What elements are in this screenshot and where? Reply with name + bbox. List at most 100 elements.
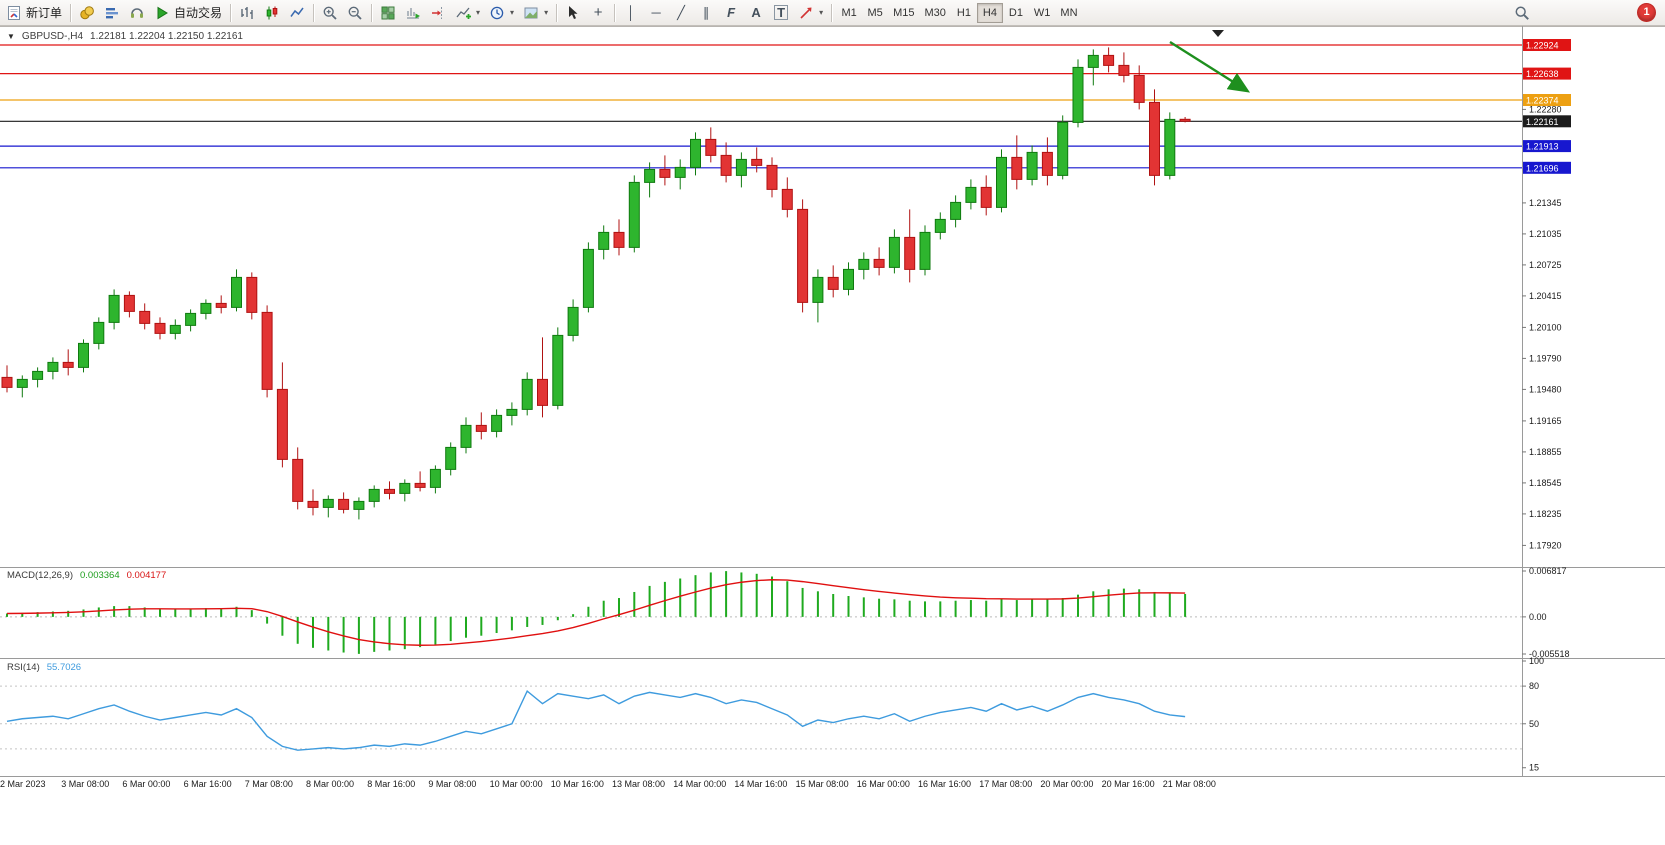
price-badge[interactable] <box>1523 39 1571 51</box>
timeframe-w1-button[interactable]: W1 <box>1029 3 1056 23</box>
one-click-trading-toggle-icon[interactable]: ▼ <box>7 31 15 41</box>
auto-trading-button[interactable]: 自动交易 <box>150 2 226 24</box>
candle <box>674 166 686 178</box>
search-button[interactable] <box>1510 2 1534 24</box>
arrow-tool-icon <box>800 7 812 19</box>
clock-icon <box>490 6 504 19</box>
candle <box>781 188 793 210</box>
trendline-button[interactable]: ╱ <box>669 2 693 24</box>
toolbar-separator <box>614 3 616 22</box>
arrows-button[interactable]: ▾ <box>794 2 827 24</box>
mql5-community-button[interactable] <box>75 2 99 24</box>
horizontal-line-objects[interactable] <box>0 44 1522 169</box>
zoom-in-button[interactable] <box>318 2 342 24</box>
svg-text:1.19480: 1.19480 <box>1529 384 1562 394</box>
new-order-button[interactable]: 新订单 <box>2 2 66 24</box>
candle <box>338 498 350 510</box>
timeframe-m1-button[interactable]: M1 <box>836 3 862 23</box>
chart-shift-marker[interactable] <box>1212 30 1224 37</box>
svg-text:1.21345: 1.21345 <box>1529 198 1562 208</box>
vertical-line-button[interactable]: │ <box>619 2 643 24</box>
candle <box>1149 101 1160 176</box>
svg-text:16 Mar 16:00: 16 Mar 16:00 <box>918 779 971 789</box>
horizontal-line-button[interactable]: ─ <box>644 2 668 24</box>
svg-text:20 Mar 00:00: 20 Mar 00:00 <box>1040 779 1093 789</box>
candle <box>414 482 426 488</box>
tile-windows-button[interactable] <box>376 2 400 24</box>
svg-text:80: 80 <box>1529 681 1539 691</box>
candles-series <box>1 47 1191 520</box>
svg-text:-0.005518: -0.005518 <box>1529 649 1570 659</box>
market-depth-button[interactable] <box>100 2 124 24</box>
price-badge[interactable] <box>1523 161 1571 174</box>
price-chart-svg[interactable]: 1.22280 1.21345 1.21035 1.20725 1.20415 1.201… <box>0 26 1665 845</box>
notifications-badge[interactable]: 1 <box>1638 4 1655 21</box>
cursor-button[interactable] <box>561 2 585 24</box>
support-button[interactable] <box>125 2 149 24</box>
price-axis[interactable]: 1.22280 1.21345 1.21035 1.20725 1.20415 1.201… <box>1522 104 1562 550</box>
chart-symbol-title: GBPUSD-,H4 <box>21 31 84 42</box>
svg-text:10 Mar 00:00: 10 Mar 00:00 <box>490 779 543 789</box>
price-badge[interactable] <box>1523 115 1571 128</box>
candle <box>16 378 28 388</box>
candle <box>950 201 962 220</box>
svg-text:0.006817: 0.006817 <box>1529 566 1567 576</box>
svg-text:20 Mar 16:00: 20 Mar 16:00 <box>1102 779 1155 789</box>
timeframe-m30-button[interactable]: M30 <box>920 3 951 23</box>
time-axis[interactable]: 2 Mar 2023 3 Mar 08:00 6 Mar 00:00 6 Mar 16… <box>0 779 1216 789</box>
fibonacci-button[interactable]: F <box>719 2 743 24</box>
candle <box>552 334 564 406</box>
svg-text:15 Mar 08:00: 15 Mar 08:00 <box>796 779 849 789</box>
svg-text:1.21035: 1.21035 <box>1529 229 1562 239</box>
horizontal-line-icon: ─ <box>651 5 661 20</box>
auto-scroll-button[interactable] <box>401 2 425 24</box>
text-label-button[interactable]: T <box>769 2 793 24</box>
candlestick-chart-button[interactable] <box>260 2 284 24</box>
trend-arrow-annotation[interactable] <box>1169 40 1251 93</box>
toolbar-separator <box>70 3 72 22</box>
template-icon <box>524 7 538 18</box>
price-badge[interactable] <box>1523 140 1571 153</box>
text-button[interactable]: A <box>744 2 768 24</box>
auto-trading-label: 自动交易 <box>174 6 223 20</box>
svg-text:1.19165: 1.19165 <box>1529 416 1562 426</box>
price-axis-badges[interactable]: 1.22924 1.22638 1.22374 1.22161 1.21913 1.216… <box>1523 39 1571 174</box>
candle <box>32 370 44 380</box>
templates-button[interactable]: ▾ <box>519 2 552 24</box>
candle <box>139 310 151 324</box>
zoom-out-button[interactable] <box>343 2 367 24</box>
rsi-label-row: RSI(14) 55.7026 <box>7 662 81 673</box>
candle <box>858 258 870 270</box>
svg-text:17 Mar 08:00: 17 Mar 08:00 <box>979 779 1032 789</box>
candle <box>904 236 916 270</box>
crosshair-button[interactable]: + <box>586 2 610 24</box>
svg-text:1.22374: 1.22374 <box>1526 96 1559 106</box>
indicators-button[interactable]: ▾ <box>451 2 484 24</box>
price-badge[interactable] <box>1523 67 1571 80</box>
candle <box>261 311 273 390</box>
channel-button[interactable]: ∥ <box>694 2 718 24</box>
svg-text:50: 50 <box>1529 719 1539 729</box>
line-chart-icon <box>290 7 304 17</box>
vertical-line-icon: │ <box>627 5 636 20</box>
macd-signal-line <box>6 579 1186 646</box>
candle <box>78 342 89 368</box>
timeframe-h1-button[interactable]: H1 <box>951 3 977 23</box>
line-chart-button[interactable] <box>285 2 309 24</box>
timeframe-m5-button[interactable]: M5 <box>862 3 888 23</box>
candle <box>582 248 594 308</box>
search-icon <box>1515 6 1529 20</box>
timeframe-m15-button[interactable]: M15 <box>888 3 919 23</box>
trendline-icon: ╱ <box>677 5 685 20</box>
candle <box>751 158 763 166</box>
toolbar-right-group: 1 <box>1510 2 1663 24</box>
candle <box>1072 66 1084 123</box>
timeframe-h4-button[interactable]: H4 <box>976 2 1003 23</box>
price-badge[interactable] <box>1523 94 1571 106</box>
bar-chart-button[interactable] <box>235 2 259 24</box>
periods-button[interactable]: ▾ <box>485 2 518 24</box>
timeframe-mn-button[interactable]: MN <box>1055 3 1082 23</box>
chart-area[interactable]: ▼ GBPUSD-,H4 1.22181 1.22204 1.22150 1.2… <box>0 26 1665 845</box>
timeframe-d1-button[interactable]: D1 <box>1003 3 1029 23</box>
chart-shift-button[interactable] <box>426 2 450 24</box>
